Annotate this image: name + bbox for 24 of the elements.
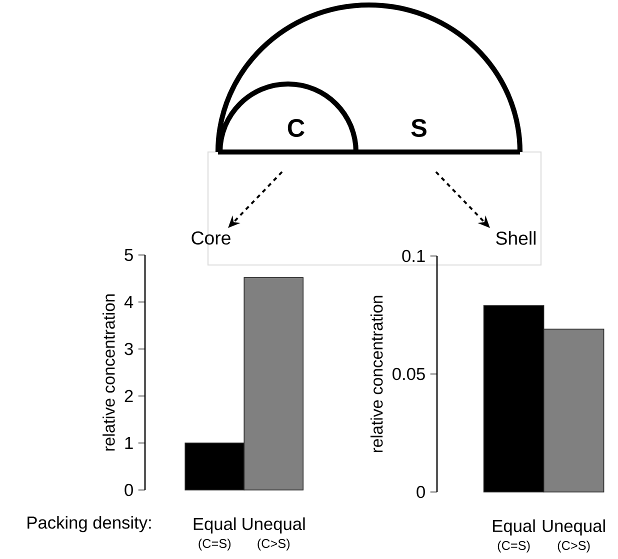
y-tick-label: 5 [124,248,133,262]
text: (C>S) [558,540,590,552]
text: (C=S) [198,538,231,550]
y-tick-label: 0.1 [402,250,425,262]
text: C [288,119,304,137]
y-tick-label: 0.05 [392,368,425,380]
x-tick-label: Unequal [542,519,605,536]
text: Core [192,231,230,245]
y-tick-label: 1 [125,437,133,449]
x-axis-title: Packing density: [28,516,151,532]
y-tick-label: 0 [124,484,133,496]
y-tick-label: 3 [124,342,133,356]
text: (C=S) [498,540,530,552]
x-tick-label: Unequal [242,517,305,534]
text: S [411,119,426,137]
x-tick-label: Equal [493,519,535,536]
y-axis-title: relative concentration [102,294,115,451]
x-tick-label: Equal [194,517,236,534]
text: (C>S) [258,538,290,550]
text: Shell [496,231,536,245]
y-tick-label: 2 [124,390,133,402]
y-tick-label: 0 [416,486,425,498]
y-axis-title: relative concentration [370,296,383,452]
y-tick-label: 4 [124,296,134,308]
